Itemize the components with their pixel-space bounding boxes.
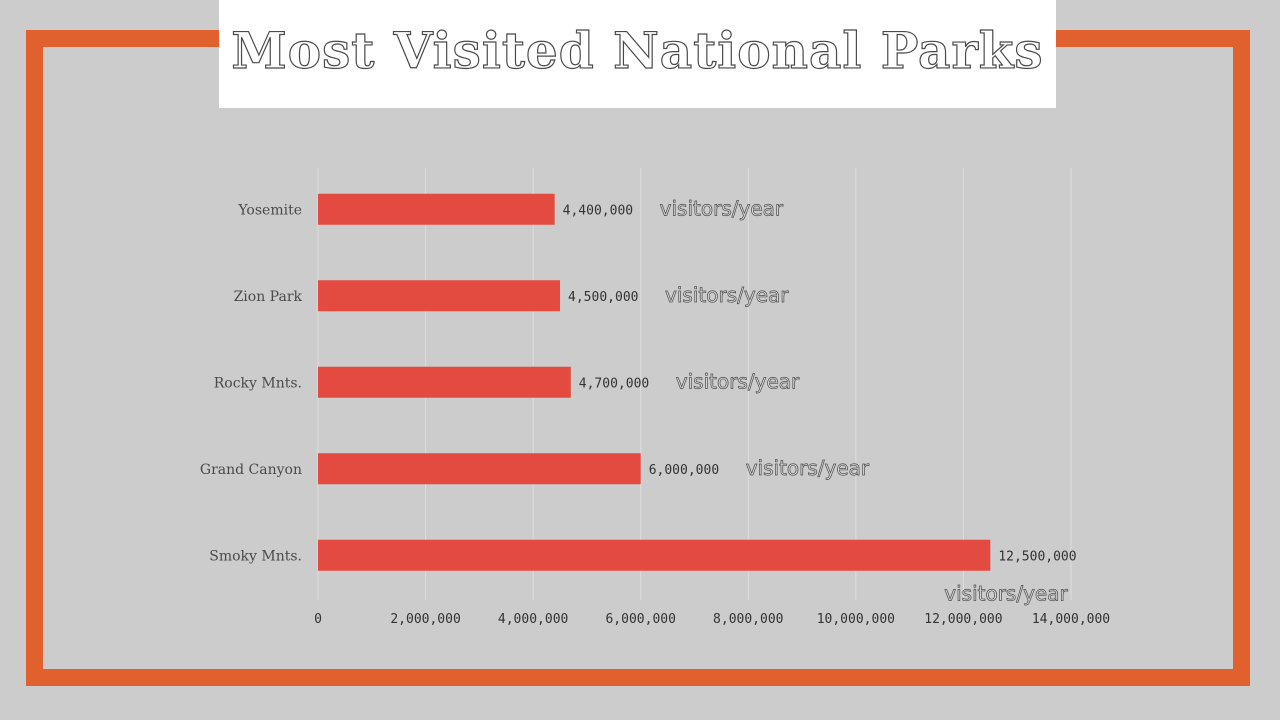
x-tick-label: 8,000,000 [713,612,783,627]
category-label: Yosemite [237,202,302,218]
category-label: Rocky Mnts. [214,375,302,391]
category-label: Smoky Mnts. [209,548,302,564]
bar [318,366,571,398]
x-tick-label: 6,000,000 [605,612,675,627]
unit-annotation: visitors/year [746,456,870,480]
bar [318,453,641,485]
x-tick-label: 12,000,000 [924,612,1002,627]
unit-annotation: visitors/year [676,369,800,393]
x-tick-label: 10,000,000 [817,612,895,627]
data-label: 4,500,000 [568,290,638,305]
x-tick-label: 14,000,000 [1032,612,1110,627]
data-label: 6,000,000 [649,463,719,478]
x-tick-label: 4,000,000 [498,612,568,627]
category-label: Grand Canyon [200,462,302,478]
unit-annotation: visitors/year [660,196,784,220]
unit-annotation: visitors/year [944,581,1068,605]
title-box: Most Visited National Parks [219,0,1056,108]
labels: 0 2,000,000 4,000,000 6,000,000 8,000,000 10,… [200,196,1110,627]
bars [318,193,991,571]
unit-annotation: visitors/year [665,283,789,307]
chart-title: Most Visited National Parks [231,20,1044,80]
bar [318,193,555,225]
x-tick-label: 0 [314,612,322,627]
data-label: 4,400,000 [563,203,633,218]
x-tick-label: 2,000,000 [390,612,460,627]
bar [318,280,561,312]
data-label: 12,500,000 [998,549,1076,564]
bar [318,539,991,571]
data-label: 4,700,000 [579,376,649,391]
category-label: Zion Park [234,289,303,305]
